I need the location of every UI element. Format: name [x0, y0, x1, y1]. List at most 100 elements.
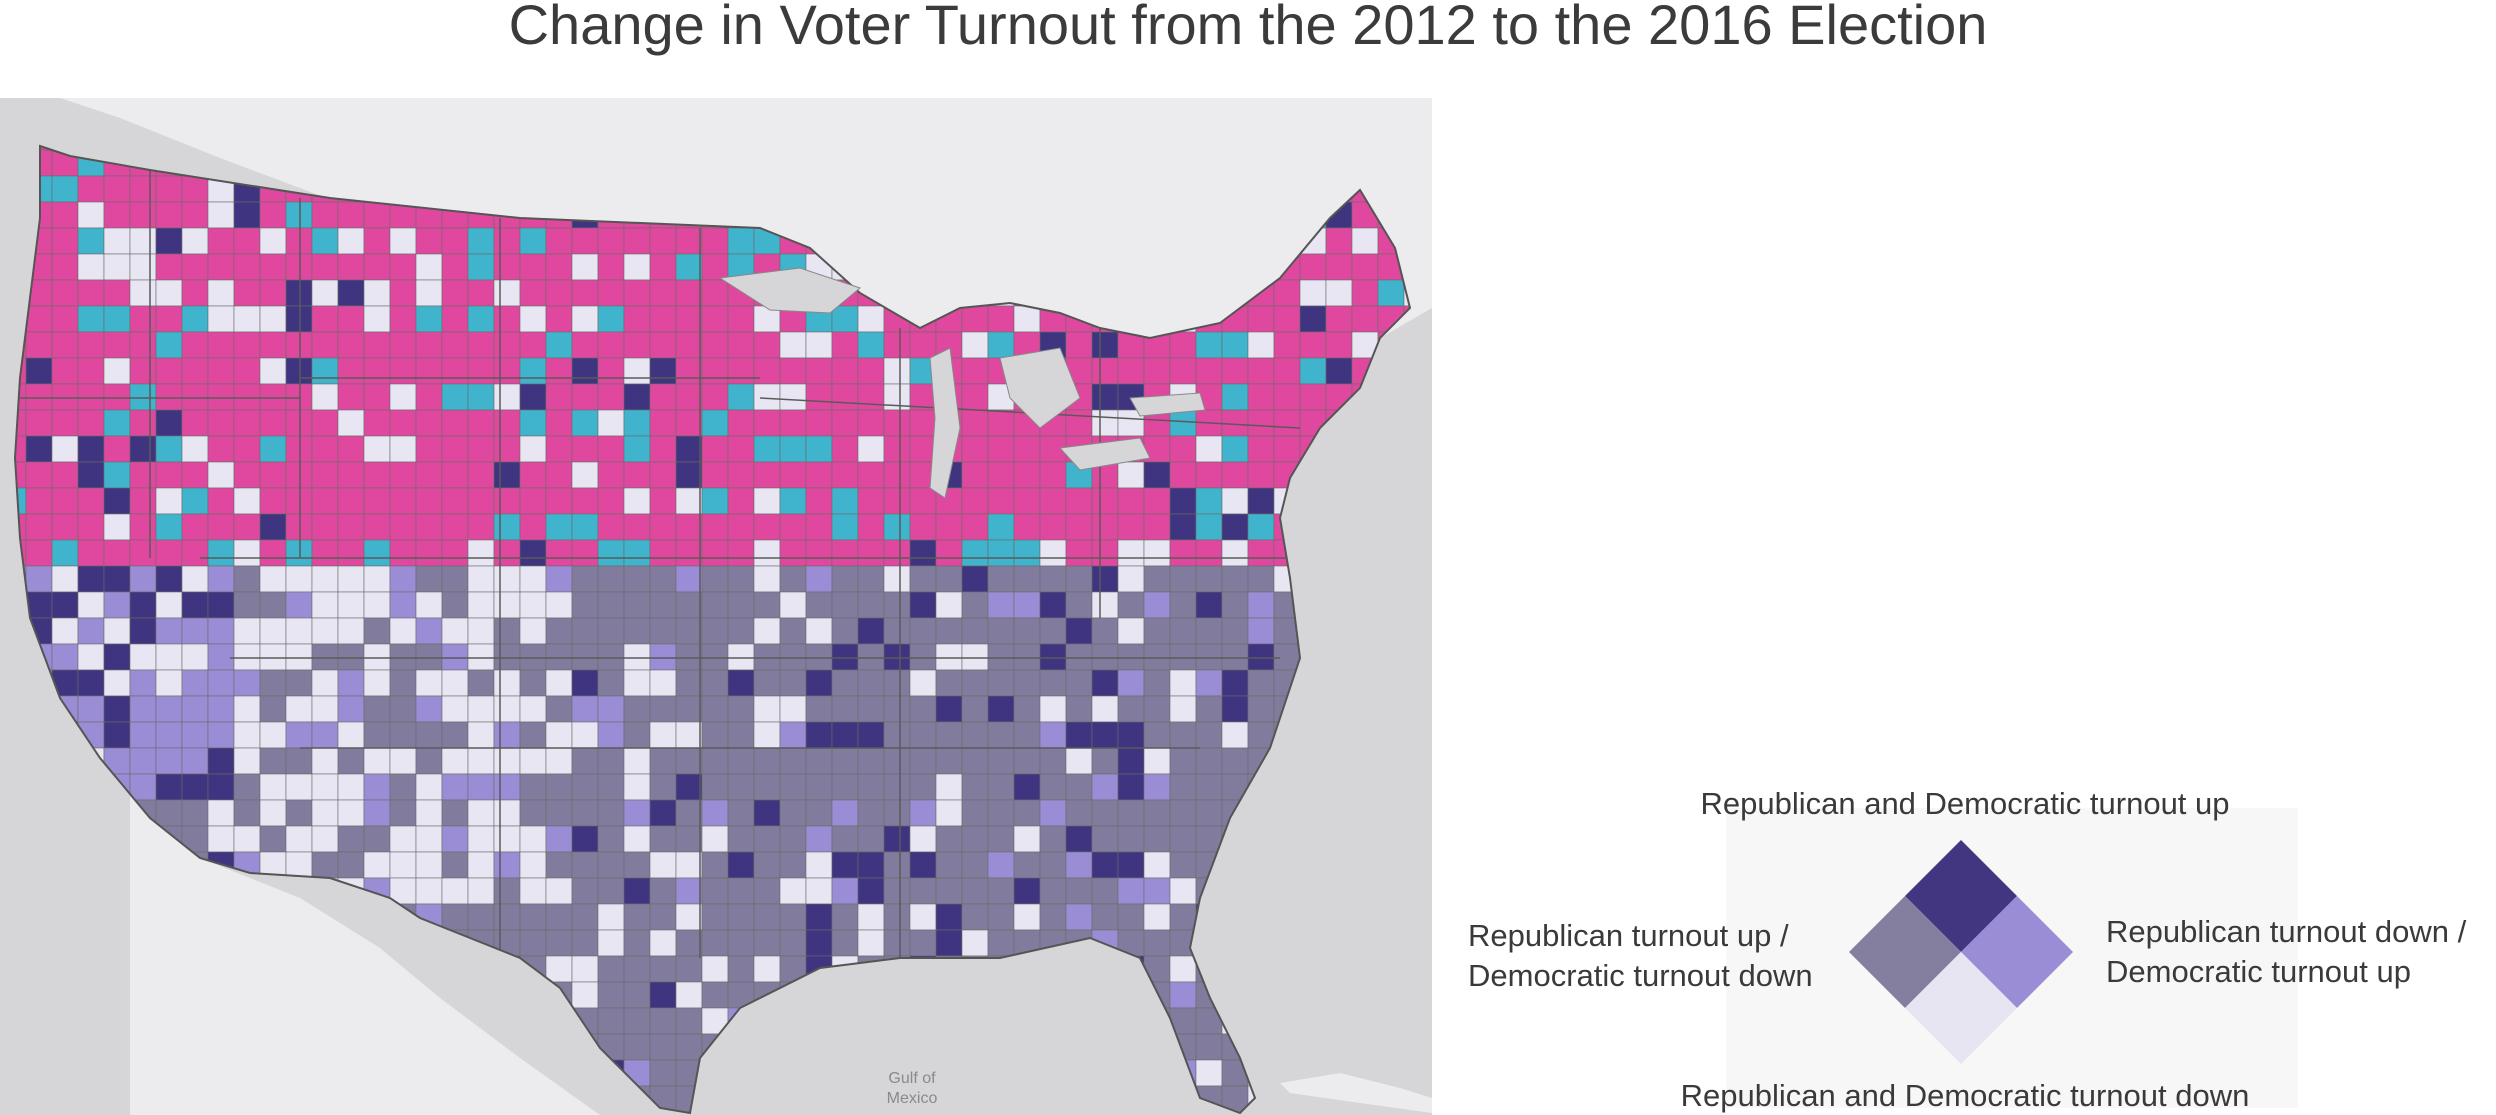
county-cell [623, 825, 651, 853]
county-cell [1169, 695, 1197, 723]
county-cell [259, 487, 287, 515]
county-cell [233, 539, 261, 567]
county-cell [623, 929, 651, 957]
county-cell [181, 357, 209, 385]
county-cell [701, 487, 729, 515]
county-cell [571, 877, 599, 905]
county-cell [805, 513, 833, 541]
county-cell [493, 331, 521, 359]
county-cell [1117, 513, 1145, 541]
county-cell [415, 565, 443, 593]
county-cell [103, 227, 131, 255]
county-cell [181, 773, 209, 801]
county-cell [51, 253, 79, 281]
county-cell [909, 487, 937, 515]
county-cell [259, 695, 287, 723]
county-cell [129, 357, 157, 385]
county-cell [467, 305, 495, 333]
county-cell [753, 877, 781, 905]
county-cell [519, 513, 547, 541]
county-cell [519, 721, 547, 749]
county-cell [883, 331, 911, 359]
county-cell [779, 825, 807, 853]
county-cell [831, 305, 859, 333]
county-cell [675, 799, 703, 827]
county-cell [753, 903, 781, 931]
county-cell [571, 331, 599, 359]
county-cell [441, 331, 469, 359]
county-cell [1221, 513, 1249, 541]
county-cell [441, 799, 469, 827]
county-cell [987, 643, 1015, 671]
county-cell [675, 461, 703, 489]
county-cell [155, 435, 183, 463]
county-cell [233, 617, 261, 645]
county-cell [727, 591, 755, 619]
county-cell [259, 331, 287, 359]
county-cell [753, 799, 781, 827]
county-cell [103, 253, 131, 281]
county-cell [649, 383, 677, 411]
county-cell [623, 331, 651, 359]
county-cell [571, 747, 599, 775]
county-cell [623, 227, 651, 255]
county-cell [493, 357, 521, 385]
county-cell [441, 305, 469, 333]
county-cell [1091, 877, 1119, 905]
county-cell [1091, 643, 1119, 671]
county-cell [1013, 305, 1041, 333]
county-cell [77, 513, 105, 541]
county-cell [779, 513, 807, 541]
county-cell [831, 435, 859, 463]
county-cell [857, 487, 885, 515]
county-cell [571, 721, 599, 749]
county-cell [51, 435, 79, 463]
county-cell [1299, 305, 1327, 333]
county-cell [883, 357, 911, 385]
county-cell [727, 227, 755, 255]
county-cell [207, 227, 235, 255]
county-cell [1117, 825, 1145, 853]
county-cell [103, 591, 131, 619]
county-cell [389, 409, 417, 437]
county-cell [129, 695, 157, 723]
county-cell [701, 903, 729, 931]
county-cell [259, 539, 287, 567]
county-cell [753, 773, 781, 801]
county-cell [259, 201, 287, 229]
county-cell [857, 929, 885, 957]
county-cell [597, 539, 625, 567]
county-cell [1247, 435, 1275, 463]
county-cell [1273, 305, 1301, 333]
county-cell [545, 695, 573, 723]
county-cell [623, 435, 651, 463]
county-cell [129, 383, 157, 411]
county-cell [519, 773, 547, 801]
county-cell [1039, 877, 1067, 905]
county-cell [389, 435, 417, 463]
county-cell [467, 253, 495, 281]
county-cell [597, 513, 625, 541]
county-cell [1039, 851, 1067, 879]
county-cell [701, 799, 729, 827]
county-cell [805, 409, 833, 437]
county-cell [1195, 669, 1223, 697]
county-cell [727, 773, 755, 801]
county-cell [935, 799, 963, 827]
county-cell [389, 331, 417, 359]
county-cell [1247, 305, 1275, 333]
county-cell [389, 305, 417, 333]
choropleth-map[interactable]: Gulf of Mexico [0, 98, 1432, 1115]
county-cell [571, 825, 599, 853]
county-cell [467, 825, 495, 853]
county-cell [1065, 747, 1093, 775]
county-cell [441, 513, 469, 541]
county-cell [181, 695, 209, 723]
county-cell [597, 955, 625, 983]
county-cell [961, 929, 989, 957]
county-cell [337, 305, 365, 333]
county-cell [883, 721, 911, 749]
county-cell [285, 435, 313, 463]
county-cell [1143, 773, 1171, 801]
county-cell [1273, 357, 1301, 385]
